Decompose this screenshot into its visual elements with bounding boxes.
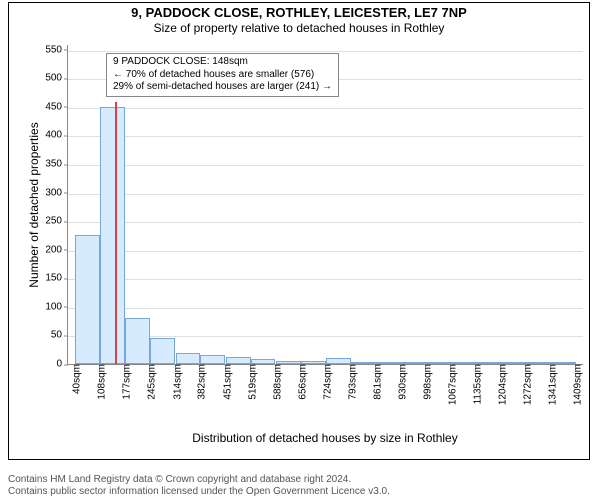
subject-marker-line	[115, 102, 117, 364]
histogram-bar	[100, 107, 125, 364]
x-tick-label: 998sqm	[418, 364, 433, 400]
y-tick-label: 400	[45, 130, 68, 141]
histogram-bar	[200, 355, 225, 364]
x-tick-label: 1409sqm	[569, 364, 584, 405]
x-axis-label: Distribution of detached houses by size …	[67, 431, 583, 445]
y-tick-label: 50	[51, 330, 68, 341]
histogram-bar	[176, 353, 201, 364]
y-tick-label: 550	[45, 44, 68, 55]
x-tick-label: 314sqm	[168, 364, 183, 400]
x-tick-label: 656sqm	[293, 364, 308, 400]
x-tick-label: 40sqm	[68, 364, 83, 394]
annotation-line: 29% of semi-detached houses are larger (…	[113, 81, 332, 94]
x-tick-label: 793sqm	[343, 364, 358, 400]
y-tick-label: 100	[45, 301, 68, 312]
x-tick-label: 1067sqm	[444, 364, 459, 405]
x-tick-label: 1135sqm	[469, 364, 484, 404]
chart-panel: 9, PADDOCK CLOSE, ROTHLEY, LEICESTER, LE…	[8, 2, 590, 460]
y-tick-label: 150	[45, 273, 68, 284]
x-tick-label: 382sqm	[193, 364, 208, 400]
x-tick-label: 1272sqm	[519, 364, 534, 405]
y-tick-label: 250	[45, 216, 68, 227]
y-tick-label: 500	[45, 73, 68, 84]
x-tick-label: 1341sqm	[544, 364, 559, 405]
y-tick-label: 0	[56, 359, 68, 370]
histogram-bar	[226, 357, 251, 364]
x-tick-label: 861sqm	[368, 364, 383, 400]
y-tick-label: 350	[45, 159, 68, 170]
annotation-line: 9 PADDOCK CLOSE: 148sqm	[113, 56, 332, 69]
histogram-bar	[75, 235, 100, 364]
attribution-footer: Contains HM Land Registry data © Crown c…	[8, 474, 590, 498]
plot-area: 050100150200250300350400450500550 40sqm1…	[67, 45, 583, 365]
x-tick-label: 177sqm	[118, 364, 133, 400]
x-tick-label: 1204sqm	[494, 364, 509, 405]
chart-title: 9, PADDOCK CLOSE, ROTHLEY, LEICESTER, LE…	[9, 3, 589, 21]
footer-line: Contains public sector information licen…	[8, 486, 590, 498]
y-tick-label: 300	[45, 187, 68, 198]
chart-subtitle: Size of property relative to detached ho…	[9, 21, 589, 39]
histogram-bar	[150, 338, 175, 364]
x-tick-label: 724sqm	[318, 364, 333, 400]
annotation-box: 9 PADDOCK CLOSE: 148sqm← 70% of detached…	[106, 53, 339, 97]
x-tick-label: 108sqm	[93, 364, 108, 400]
annotation-line: ← 70% of detached houses are smaller (57…	[113, 69, 332, 82]
x-tick-label: 930sqm	[394, 364, 409, 400]
y-axis-label: Number of detached properties	[27, 45, 41, 365]
y-tick-label: 200	[45, 244, 68, 255]
y-tick-label: 450	[45, 101, 68, 112]
x-tick-label: 588sqm	[268, 364, 283, 400]
footer-line: Contains HM Land Registry data © Crown c…	[8, 474, 590, 486]
x-tick-label: 451sqm	[218, 364, 233, 400]
x-tick-label: 519sqm	[243, 364, 258, 400]
histogram-bar	[125, 318, 150, 364]
x-tick-label: 245sqm	[143, 364, 158, 400]
